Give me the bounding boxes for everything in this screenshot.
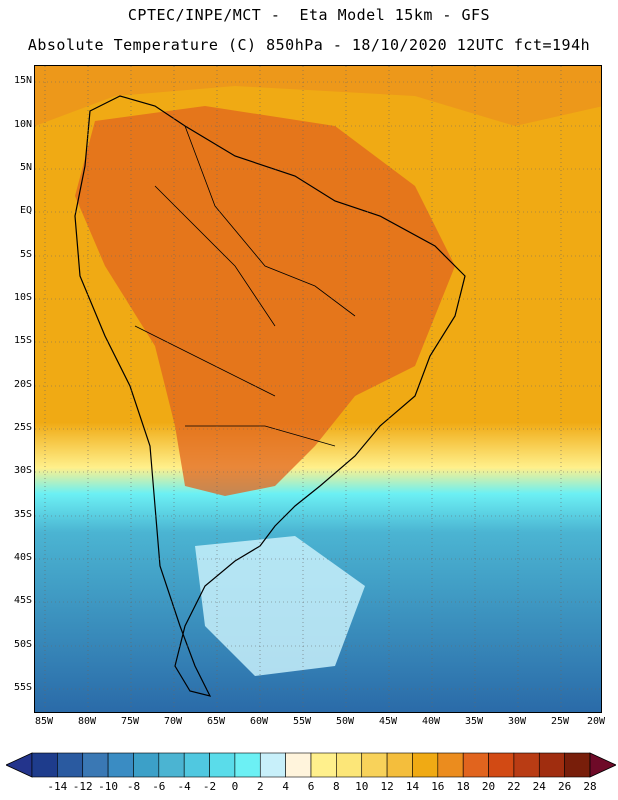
colorbar-tick-label: 20	[481, 780, 496, 793]
colorbar-swatch	[209, 752, 236, 778]
lon-label: 25W	[550, 716, 570, 727]
lon-label: 45W	[378, 716, 398, 727]
lat-label: 10S	[13, 292, 32, 303]
colorbar-tick-label: 2	[256, 780, 264, 793]
colorbar-tick-label: 0	[231, 780, 239, 793]
colorbar-tick-label: 12	[380, 780, 394, 793]
colorbar-tick-label: -6	[152, 780, 166, 793]
lat-label: 50S	[13, 639, 32, 650]
colorbar-swatch	[488, 752, 515, 778]
chart-subtitle: Absolute Temperature (C) 850hPa - 18/10/…	[27, 36, 591, 54]
lon-label: 55W	[292, 716, 312, 727]
colorbar-tick-label: 24	[532, 780, 546, 793]
colorbar-min-arrow	[6, 752, 33, 778]
colorbar-tick-label: -12	[72, 780, 93, 793]
colorbar-tick-label: -2	[202, 780, 217, 793]
colorbar-swatch	[57, 752, 84, 778]
warm-core-region	[75, 106, 455, 496]
colorbar-tick-label: -4	[177, 780, 191, 793]
lat-label: 5S	[19, 249, 32, 260]
country-borders	[134, 125, 356, 447]
colorbar-swatch	[462, 752, 489, 778]
colorbar-swatch	[336, 752, 363, 778]
map-canvas	[35, 66, 601, 712]
lat-label: 35S	[13, 509, 32, 520]
colorbar-tick-label: 10	[355, 780, 369, 793]
colorbar-tick-label: 16	[431, 780, 445, 793]
colorbar-tick-label: 6	[307, 780, 315, 793]
colorbar-swatch	[82, 752, 109, 778]
colorbar-swatch	[513, 752, 540, 778]
chart-title: CPTEC/INPE/MCT - Eta Model 15km - GFS	[127, 6, 491, 24]
lon-label: 50W	[335, 716, 355, 727]
colorbar-swatch	[285, 752, 312, 778]
colorbar-tick-label: 18	[456, 780, 470, 793]
lon-label: 30W	[507, 716, 527, 727]
colorbar	[6, 752, 616, 778]
lon-label: 85W	[34, 716, 54, 727]
lat-label: 15N	[13, 75, 32, 86]
lon-label: 70W	[163, 716, 183, 727]
colorbar-swatch	[538, 752, 565, 778]
colorbar-swatch	[564, 752, 591, 778]
colorbar-swatch	[31, 752, 58, 778]
colorbar-tick-label: 28	[583, 780, 597, 793]
colorbar-tick-label: -10	[98, 780, 119, 793]
lon-label: 40W	[421, 716, 441, 727]
lat-label: 15S	[13, 335, 32, 346]
colorbar-swatch	[361, 752, 388, 778]
colorbar-swatch	[310, 752, 337, 778]
tropical-warm-region	[35, 66, 601, 126]
lat-label: 30S	[13, 465, 32, 476]
lon-label: 75W	[120, 716, 140, 727]
colorbar-tick-label: 8	[333, 780, 340, 793]
colorbar-tick-label: 22	[507, 780, 521, 793]
continent-outline	[74, 95, 466, 697]
lon-label: 35W	[464, 716, 484, 727]
colorbar-swatch	[107, 752, 134, 778]
lat-label: 45S	[13, 595, 32, 606]
colorbar-swatch	[259, 752, 286, 778]
lon-label: 65W	[206, 716, 226, 727]
lon-label: 60W	[249, 716, 269, 727]
lat-label: 55S	[13, 682, 32, 693]
colorbar-swatch	[412, 752, 439, 778]
colorbar-swatch	[437, 752, 464, 778]
cold-anomaly-region	[195, 536, 365, 676]
lat-label: 10N	[13, 119, 32, 130]
temperature-map	[34, 65, 602, 713]
colorbar-tick-label: 26	[558, 780, 572, 793]
colorbar-swatch	[234, 752, 261, 778]
colorbar-swatch	[158, 752, 185, 778]
lat-label: 20S	[13, 379, 32, 390]
lat-label: 5N	[19, 162, 32, 173]
colorbar-tick-label: -8	[126, 780, 141, 793]
colorbar-max-arrow	[589, 752, 616, 778]
colorbar-swatch	[133, 752, 160, 778]
lon-label: 80W	[77, 716, 97, 727]
colorbar-swatch	[183, 752, 210, 778]
lat-label: 25S	[13, 422, 32, 433]
colorbar-swatch	[386, 752, 413, 778]
lat-label: 40S	[13, 552, 32, 563]
lat-label: EQ	[19, 205, 32, 216]
colorbar-tick-label: 14	[405, 780, 420, 793]
colorbar-tick-label: -14	[47, 780, 68, 793]
colorbar-tick-label: 4	[282, 780, 289, 793]
graticule	[35, 66, 601, 712]
lon-label: 20W	[586, 716, 606, 727]
